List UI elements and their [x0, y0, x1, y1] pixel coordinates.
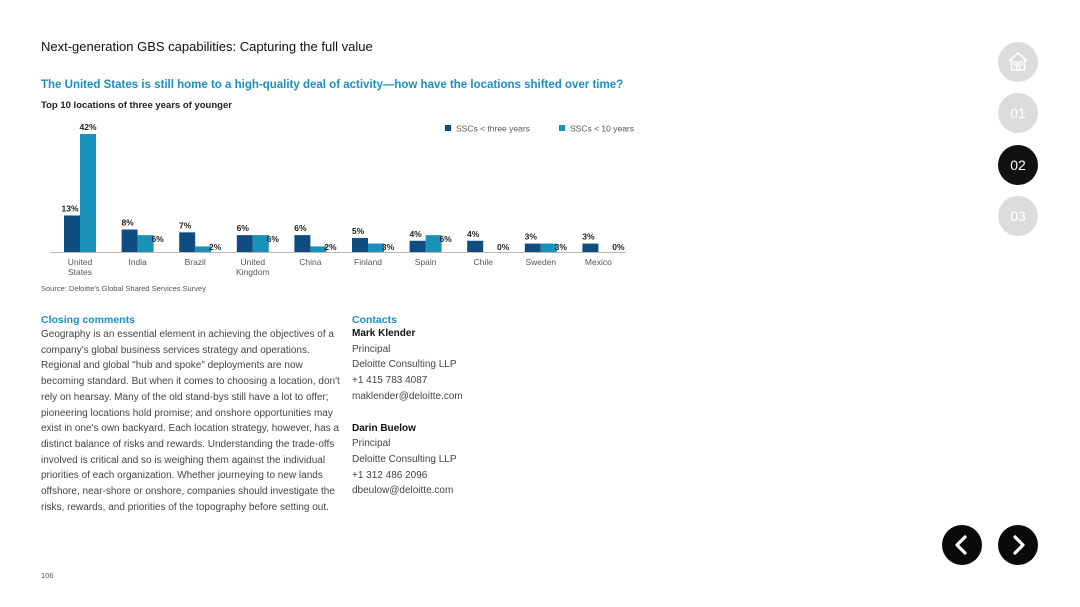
- contacts-section: Contacts Mark Klender Principal Deloitte…: [352, 314, 552, 499]
- contact-company: Deloitte Consulting LLP: [352, 453, 457, 465]
- x-tick-label: Chile: [474, 257, 494, 267]
- bar: [540, 243, 557, 252]
- data-label: 4%: [409, 229, 422, 239]
- data-label: 0%: [612, 242, 625, 252]
- data-label: 7%: [179, 220, 192, 230]
- data-label: 4%: [467, 229, 480, 239]
- closing-comments-section: Closing comments Geography is an essenti…: [41, 314, 341, 515]
- data-label: 8%: [121, 218, 134, 228]
- bar: [179, 232, 196, 252]
- bar-chart: 13%42%UnitedStates8%6%India7%2%Brazil6%6…: [50, 122, 634, 277]
- data-label: 3%: [382, 242, 395, 252]
- data-label: 6%: [151, 234, 164, 244]
- previous-page-button[interactable]: [942, 525, 982, 565]
- page-number: 106: [41, 571, 54, 580]
- x-tick-label: Sweden: [525, 257, 556, 267]
- contact-email[interactable]: maklender@deloitte.com: [352, 390, 463, 402]
- data-label: 3%: [525, 232, 538, 242]
- chevron-left-icon: [955, 535, 967, 555]
- data-label: 0%: [497, 242, 510, 252]
- bar: [425, 235, 442, 252]
- section-01-button[interactable]: 01: [998, 93, 1038, 133]
- bar: [195, 246, 212, 252]
- data-label: 2%: [209, 242, 222, 252]
- x-tick-label: Finland: [354, 257, 382, 267]
- bar: [80, 134, 96, 252]
- data-label: 2%: [324, 242, 337, 252]
- x-tick-label: China: [299, 257, 321, 267]
- data-label: 3%: [555, 242, 568, 252]
- x-tick-label: India: [128, 257, 147, 267]
- contact-card: Mark Klender Principal Deloitte Consulti…: [352, 326, 552, 405]
- contact-company: Deloitte Consulting LLP: [352, 359, 457, 371]
- chart-caption: Top 10 locations of three years of young…: [41, 100, 232, 111]
- bar: [310, 246, 327, 252]
- bar: [582, 243, 599, 252]
- legend-label: SSCs < 10 years: [570, 124, 634, 134]
- contact-name: Mark Klender: [352, 328, 416, 339]
- bar: [137, 235, 154, 252]
- contact-phone: +1 415 783 4087: [352, 375, 428, 387]
- x-tick-label: Mexico: [585, 257, 612, 267]
- data-label: 6%: [294, 223, 307, 233]
- contact-card: Darin Buelow Principal Deloitte Consulti…: [352, 421, 552, 500]
- home-icon: [1008, 52, 1028, 71]
- contact-email[interactable]: dbeulow@deloitte.com: [352, 485, 454, 497]
- x-tick-label: United: [241, 257, 266, 267]
- x-tick-label: States: [68, 267, 92, 277]
- page-title: Next-generation GBS capabilities: Captur…: [41, 39, 373, 54]
- data-label: 6%: [267, 234, 280, 244]
- data-label: 5%: [352, 226, 365, 236]
- legend-label: SSCs < three years: [456, 124, 530, 134]
- x-tick-label: Brazil: [185, 257, 206, 267]
- x-tick-label: United: [68, 257, 93, 267]
- data-label: 13%: [61, 203, 78, 213]
- closing-comments-heading: Closing comments: [41, 314, 135, 326]
- data-label: 6%: [237, 223, 250, 233]
- bar: [368, 243, 384, 252]
- legend-swatch: [559, 125, 565, 131]
- source-note: Source: Deloitte's Global Shared Service…: [41, 284, 206, 293]
- bar: [236, 235, 253, 252]
- section-03-button[interactable]: 03: [998, 196, 1038, 236]
- x-tick-label: Spain: [415, 257, 437, 267]
- bar: [64, 215, 80, 252]
- bar: [352, 237, 368, 252]
- bar: [524, 243, 541, 252]
- x-tick-label: Kingdom: [236, 267, 270, 277]
- data-label: 3%: [582, 232, 595, 242]
- data-label: 42%: [79, 122, 96, 132]
- next-page-button[interactable]: [998, 525, 1038, 565]
- chart-subtitle: The United States is still home to a hig…: [41, 79, 624, 91]
- bar: [252, 235, 269, 252]
- bar: [294, 235, 311, 252]
- closing-comments-body: Geography is an essential element in ach…: [41, 329, 340, 513]
- bar: [467, 240, 484, 252]
- legend-swatch: [445, 125, 451, 131]
- contact-role: Principal: [352, 343, 391, 355]
- data-label: 6%: [439, 234, 452, 244]
- contact-phone: +1 312 486 2096: [352, 469, 428, 481]
- section-02-button[interactable]: 02: [998, 145, 1038, 185]
- chevron-right-icon: [1013, 535, 1025, 555]
- contact-name: Darin Buelow: [352, 422, 416, 434]
- contacts-heading: Contacts: [352, 314, 397, 326]
- bar: [409, 240, 426, 252]
- bar: [121, 229, 138, 252]
- contact-role: Principal: [352, 438, 391, 450]
- home-button[interactable]: [998, 42, 1038, 82]
